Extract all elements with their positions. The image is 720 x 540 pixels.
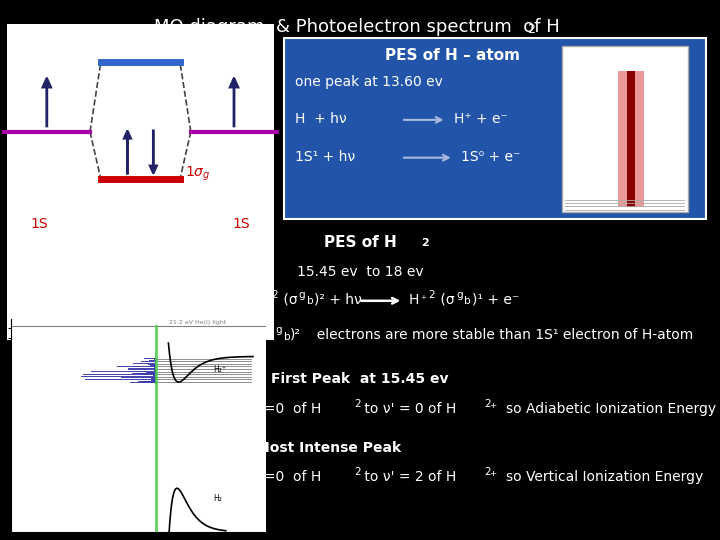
Text: 2: 2 <box>354 399 361 409</box>
Text: )¹ + e⁻: )¹ + e⁻ <box>472 293 519 307</box>
Text: ν=0  of H: ν=0 of H <box>256 402 321 416</box>
Text: 1S: 1S <box>233 217 250 231</box>
Text: b: b <box>284 332 290 342</box>
Text: 2: 2 <box>354 467 361 477</box>
FancyArrow shape <box>124 131 131 174</box>
Text: PES of H: PES of H <box>323 235 397 250</box>
Text: (σ: (σ <box>436 293 455 307</box>
Text: electrons are more stable than 1S¹ electron of H-atom: electrons are more stable than 1S¹ elect… <box>308 328 693 342</box>
Text: ⁺: ⁺ <box>420 295 426 306</box>
Text: b: b <box>464 296 471 307</box>
Text: )² + hν: )² + hν <box>314 293 361 307</box>
Text: 21.2 eV He(I) light: 21.2 eV He(I) light <box>169 320 226 325</box>
FancyArrow shape <box>42 78 51 126</box>
FancyArrow shape <box>230 78 238 126</box>
Text: H: H <box>409 293 419 307</box>
Text: 2: 2 <box>485 399 491 409</box>
Text: PES of H – atom: PES of H – atom <box>385 48 521 63</box>
Text: b: b <box>307 296 313 307</box>
Text: H₂: H₂ <box>214 494 222 503</box>
Text: to ν' = 2 of H: to ν' = 2 of H <box>360 470 456 484</box>
Text: H⁺ + e⁻: H⁺ + e⁻ <box>454 112 508 126</box>
Bar <box>284 38 706 219</box>
FancyArrow shape <box>150 131 157 174</box>
Text: g: g <box>299 290 305 300</box>
Text: 2: 2 <box>428 290 435 300</box>
Text: one peak at 13.60 ev: one peak at 13.60 ev <box>295 75 443 89</box>
Text: to ν' = 0 of H: to ν' = 0 of H <box>360 402 456 416</box>
Text: g: g <box>276 325 282 335</box>
Text: 2: 2 <box>485 467 491 477</box>
Text: 1S¹ + hν: 1S¹ + hν <box>295 150 356 164</box>
Text: 2: 2 <box>421 238 429 248</box>
Text: g: g <box>456 290 463 300</box>
Text: H₂⁺: H₂⁺ <box>214 365 227 374</box>
Text: 2: 2 <box>527 23 535 36</box>
Text: 1S⁰ + e⁻: 1S⁰ + e⁻ <box>461 150 520 164</box>
Text: ν=0  of H: ν=0 of H <box>256 470 321 484</box>
Text: )²: )² <box>289 328 300 342</box>
Text: (σ: (σ <box>256 328 270 342</box>
Bar <box>562 46 688 212</box>
Bar <box>626 71 635 207</box>
Text: ⁺  so Adiabetic Ionization Energy: ⁺ so Adiabetic Ionization Energy <box>490 402 716 416</box>
Text: (σ: (σ <box>279 293 297 307</box>
Bar <box>7 24 274 340</box>
Text: H  + hν: H + hν <box>295 112 347 126</box>
Text: 15.45 ev  to 18 ev: 15.45 ev to 18 ev <box>297 265 423 279</box>
Text: ⁺  so Vertical Ionization Energy: ⁺ so Vertical Ionization Energy <box>490 470 703 484</box>
Text: 2: 2 <box>271 290 278 300</box>
Bar <box>618 71 644 207</box>
Text: Most Intense Peak: Most Intense Peak <box>256 441 401 455</box>
Text: First Peak  at 15.45 ev: First Peak at 15.45 ev <box>271 372 449 386</box>
Text: 1S: 1S <box>31 217 48 231</box>
Text: MO diagram  & Photoelectron spectrum  of H: MO diagram & Photoelectron spectrum of H <box>153 18 559 36</box>
Text: H: H <box>256 293 266 307</box>
Text: 1$\sigma_g$: 1$\sigma_g$ <box>185 165 210 183</box>
